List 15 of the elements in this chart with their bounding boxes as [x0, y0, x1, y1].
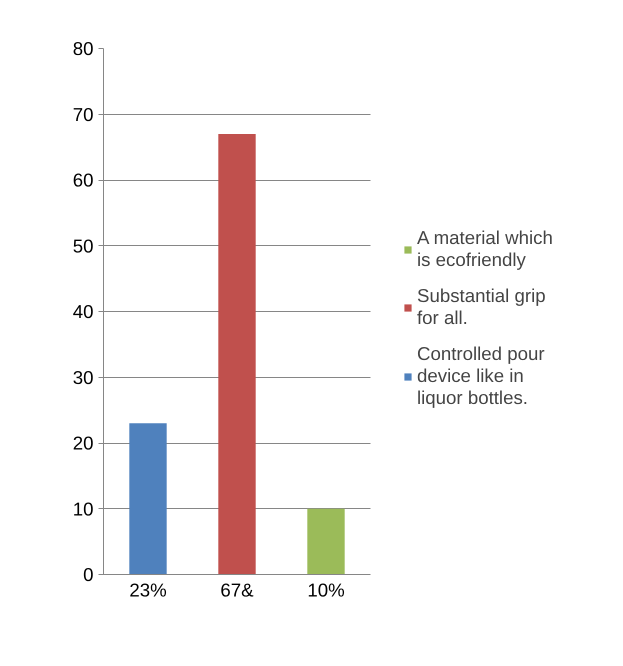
y-tick-label: 40 [72, 301, 94, 322]
y-tick-label: 80 [72, 38, 94, 59]
legend-label: Substantial grip for all. [417, 285, 546, 329]
x-tick-label: 23% [129, 580, 167, 600]
y-tick-label: 50 [72, 235, 94, 256]
y-tick-label: 10 [72, 498, 94, 520]
legend-label: A material which is ecofriendly [417, 227, 553, 271]
y-tick-label: 60 [72, 170, 94, 190]
x-tick-label: 10% [307, 580, 345, 600]
legend-label: Controlled pour device like in liquor bottles. [417, 343, 545, 409]
y-tick-label: 30 [72, 366, 94, 388]
y-tick-label: 20 [72, 432, 94, 454]
y-tick-label: 70 [72, 104, 94, 125]
y-tick-label: 0 [83, 564, 94, 585]
x-tick-label: 67& [220, 580, 254, 600]
